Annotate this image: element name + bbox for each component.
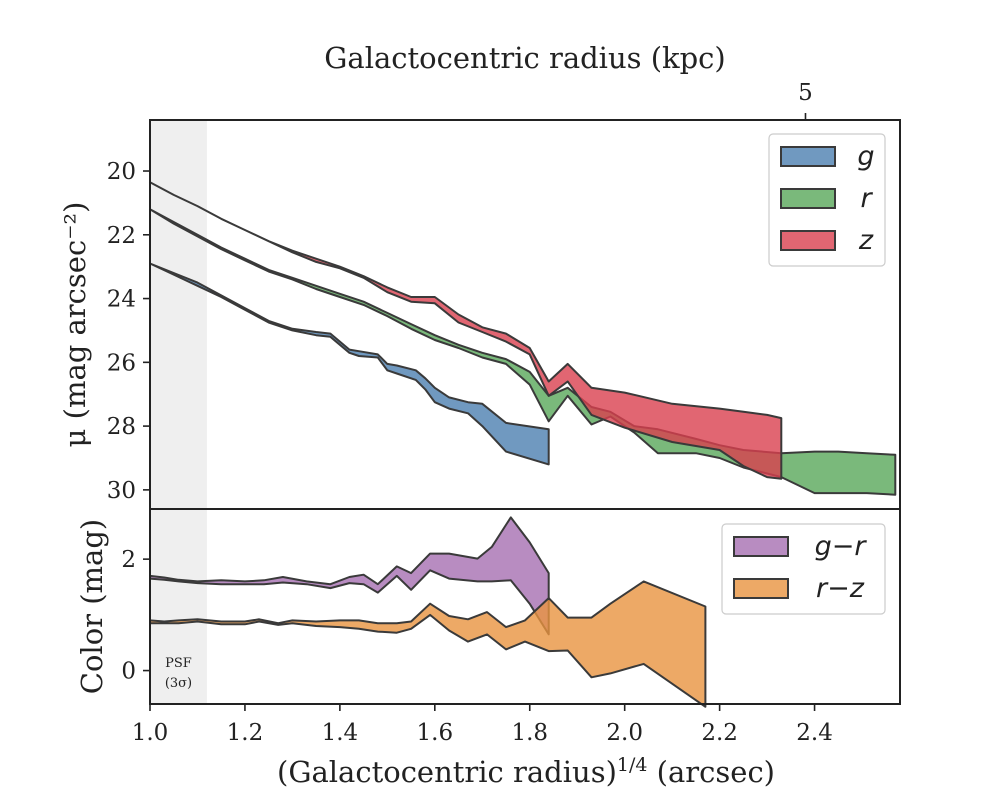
kpc-axis-tick-label: 5	[798, 80, 813, 106]
band-series-1-band	[149, 208, 897, 496]
bottom-y-ticks: 02	[121, 547, 150, 685]
color-profiles	[149, 516, 707, 708]
color-axis-label: Color (mag)	[75, 519, 109, 694]
color-legend-swatch	[733, 578, 789, 599]
x-axis-tick-label: 1.4	[322, 720, 359, 746]
psf-label-line2: (3σ)	[165, 676, 192, 691]
x-axis-tick-label: 1.2	[227, 720, 264, 746]
x-axis-tick-label: 1.0	[132, 720, 169, 746]
mu-axis-tick-label: 20	[107, 159, 136, 185]
band-series-2-band	[149, 181, 783, 480]
band-legend-swatch	[780, 188, 836, 209]
band-legend-swatch	[780, 146, 836, 167]
x-axis-tick-label: 1.6	[417, 720, 454, 746]
band-legend-swatch	[780, 230, 836, 251]
color-series-1-band	[149, 580, 707, 708]
mu-axis-tick-label: 22	[107, 223, 136, 249]
x-axis-tick-label: 1.8	[511, 720, 548, 746]
mu-axis-tick-label: 26	[107, 350, 136, 376]
color-legend-label: g−r	[815, 531, 868, 562]
psf-label-line1: PSF	[165, 656, 192, 671]
band-legend-label: r	[860, 183, 873, 214]
color-axis-tick-label: 2	[121, 547, 136, 573]
x-axis-tick-label: 2.0	[606, 720, 643, 746]
band-legend: grz	[768, 133, 886, 267]
color-legend-label: r−z	[816, 573, 865, 604]
psf-shade-bottom	[150, 509, 207, 704]
kpc-axis-ticks: 51020305075100150200	[798, 80, 813, 120]
band-legend-label: g	[857, 141, 874, 172]
x-axis-tick-label: 2.4	[796, 720, 833, 746]
color-legend-swatch	[733, 536, 789, 557]
color-axis-tick-label: 0	[121, 659, 136, 685]
surface-brightness-panel: 20 22 24 26 28 30 51020305075100150200 grz Ga…	[58, 41, 901, 510]
mu-axis-tick-label: 30	[107, 478, 136, 504]
band-legend-label: z	[858, 225, 874, 256]
top-y-ticks: 20 22 24 26 28 30	[107, 159, 150, 504]
band-series-0-band	[149, 262, 550, 466]
mu-axis-tick-label: 24	[107, 287, 136, 313]
color-panel: 02 1.0 1.2 1.4 1.6 1.8 2.0 2.2 2.4 g−rr−z PSF (…	[75, 508, 901, 789]
kpc-axis-label: Galactocentric radius (kpc)	[324, 41, 725, 75]
color-legend: g−r r−z	[721, 523, 886, 615]
x-axis-label: (Galactocentric radius)1/4 (arcsec)	[277, 754, 775, 789]
x-axis-ticks: 1.0 1.2 1.4 1.6 1.8 2.0 2.2 2.4	[132, 704, 833, 746]
band-profiles	[149, 181, 897, 496]
x-axis-tick-label: 2.2	[701, 720, 738, 746]
psf-shade-top	[150, 120, 207, 509]
mu-axis-label: μ (mag arcsec⁻²)	[58, 202, 92, 448]
mu-axis-tick-label: 28	[107, 414, 136, 440]
bottom-panel-frame	[149, 508, 901, 705]
